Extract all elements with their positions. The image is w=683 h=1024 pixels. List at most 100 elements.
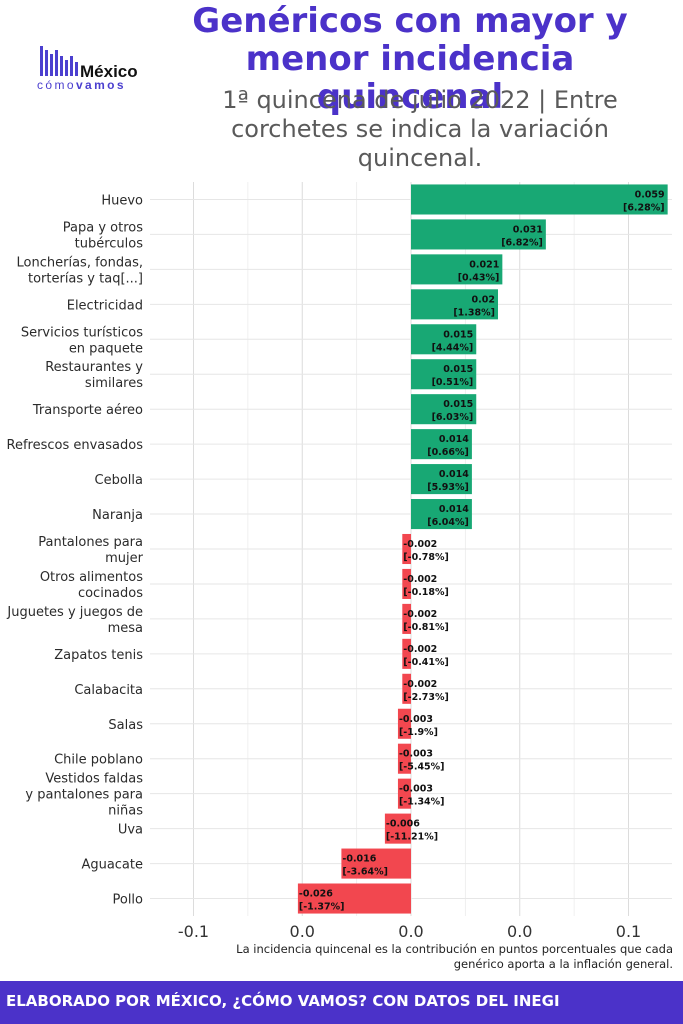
bar-value-label: 0.031 (513, 224, 543, 235)
category-label: Transporte aéreo (32, 403, 143, 418)
category-label-line: Aguacate (81, 858, 143, 873)
bar (402, 533, 411, 565)
bar (411, 499, 472, 530)
category-label-line: Servicios turísticos (21, 325, 143, 340)
x-tick-label: -0.1 (178, 922, 209, 941)
bar (411, 184, 668, 215)
category-label: Pollo (112, 893, 143, 908)
bar-value-label: -0.003 (399, 749, 433, 760)
bar-variation-label: [0.43%] (458, 272, 500, 283)
bar (411, 359, 477, 390)
category-label: Aguacate (81, 858, 143, 873)
bar (411, 464, 472, 495)
bar-value-label: 0.059 (635, 189, 665, 200)
category-label-line: Cebolla (95, 473, 143, 488)
bar-variation-label: [0.66%] (427, 447, 469, 458)
category-label: Pantalones para mujer (38, 535, 143, 566)
bar (411, 289, 498, 320)
bar-value-label: 0.02 (472, 294, 495, 305)
bar-variation-label: [-0.81%] (403, 622, 449, 633)
category-label: Zapatos tenis (54, 648, 143, 663)
bar (397, 708, 411, 739)
bar-variation-label: [6.28%] (623, 202, 665, 213)
category-label-line: Huevo (101, 193, 143, 208)
category-label-line: Juguetes y juegos de (6, 605, 143, 620)
bar-value-label: 0.015 (443, 329, 473, 340)
logo-tagline: cómovamos (37, 78, 126, 92)
category-label: Loncherías, fondas, torterías y taq[...] (17, 255, 143, 286)
bar-variation-label: [5.93%] (427, 482, 469, 493)
logo-tagline-bold: vamos (75, 78, 126, 92)
category-label-line: Uva (118, 823, 143, 838)
category-label-line: mujer (105, 551, 144, 566)
bar-variation-label: [-1.9%] (399, 727, 438, 738)
category-label: Restaurantes y similares (45, 360, 143, 391)
bar (402, 673, 411, 704)
bar-variation-label: [6.04%] (427, 517, 469, 528)
bar-value-label: -0.026 (299, 889, 333, 900)
bar (341, 848, 411, 879)
bar-variation-label: [4.44%] (432, 342, 474, 353)
logo-brand: México (80, 62, 138, 81)
category-label-line: similares (85, 376, 143, 391)
x-tick-label: 0.0 (507, 922, 532, 941)
bar-value-label: -0.003 (399, 784, 433, 795)
bar (411, 394, 477, 425)
category-label-line: torterías y taq[...] (28, 271, 143, 286)
bar (397, 778, 411, 809)
category-label-line: Chile poblano (54, 753, 143, 768)
category-label-line: cocinados (78, 586, 143, 601)
bar (411, 324, 477, 355)
x-tick-label: 0.0 (290, 922, 315, 941)
bar (402, 638, 411, 669)
category-label: Huevo (101, 193, 143, 208)
category-label-line: en paquete (69, 341, 143, 356)
category-label: Uva (118, 823, 143, 838)
bar-value-label: -0.002 (403, 574, 437, 585)
category-label: Naranja (92, 508, 143, 523)
footer-text: ELABORADO POR MÉXICO, ¿CÓMO VAMOS? CON D… (6, 992, 560, 1010)
bar-value-label: 0.014 (439, 469, 469, 480)
x-tick-label: 0.1 (616, 922, 641, 941)
category-label-line: mesa (108, 621, 143, 636)
category-label: Calabacita (74, 683, 143, 698)
bar-variation-label: [-11.21%] (386, 832, 438, 843)
category-label-line: Calabacita (74, 683, 143, 698)
category-label-line: Otros alimentos (40, 570, 143, 585)
bar-value-label: 0.015 (443, 399, 473, 410)
category-label-line: niñas (108, 804, 143, 819)
category-label-line: Restaurantes y (45, 360, 143, 375)
bar-variation-label: [-0.18%] (403, 587, 449, 598)
category-label-line: Pollo (112, 893, 143, 908)
category-label-line: tubérculos (75, 236, 144, 251)
bar (411, 219, 546, 250)
category-label: Juguetes y juegos de mesa (6, 605, 143, 636)
category-label-line: Refrescos envasados (7, 438, 144, 453)
category-label-line: Electricidad (67, 298, 143, 313)
category-label: Vestidos faldas y pantalones para niñas (25, 772, 143, 819)
x-tick-label: 0.0 (398, 922, 423, 941)
category-label: Papa y otros tubérculos (63, 220, 143, 251)
category-label-line: Vestidos faldas (45, 772, 143, 787)
bar-variation-label: [-0.41%] (403, 657, 449, 668)
bar-variation-label: [-1.34%] (399, 797, 445, 808)
bar (297, 883, 411, 914)
category-label: Otros alimentos cocinados (40, 570, 143, 601)
category-label: Chile poblano (54, 753, 143, 768)
logo-bars-icon (36, 40, 96, 76)
category-label-line: Loncherías, fondas, (17, 255, 143, 270)
bar-value-label: -0.003 (399, 714, 433, 725)
bar-value-label: 0.015 (443, 364, 473, 375)
bar-value-label: 0.014 (439, 434, 469, 445)
mexico-como-vamos-logo: México cómovamos (36, 40, 154, 92)
category-label-line: y pantalones para (25, 788, 143, 803)
bar (402, 568, 411, 599)
bar (384, 813, 411, 844)
bar (411, 254, 503, 285)
bar-value-label: -0.006 (386, 819, 420, 830)
bar-value-label: 0.021 (469, 259, 499, 270)
bar-variation-label: [0.51%] (432, 377, 474, 388)
bar-value-label: -0.002 (403, 609, 437, 620)
category-label-line: Pantalones para (38, 535, 143, 550)
category-label: Salas (108, 718, 143, 733)
